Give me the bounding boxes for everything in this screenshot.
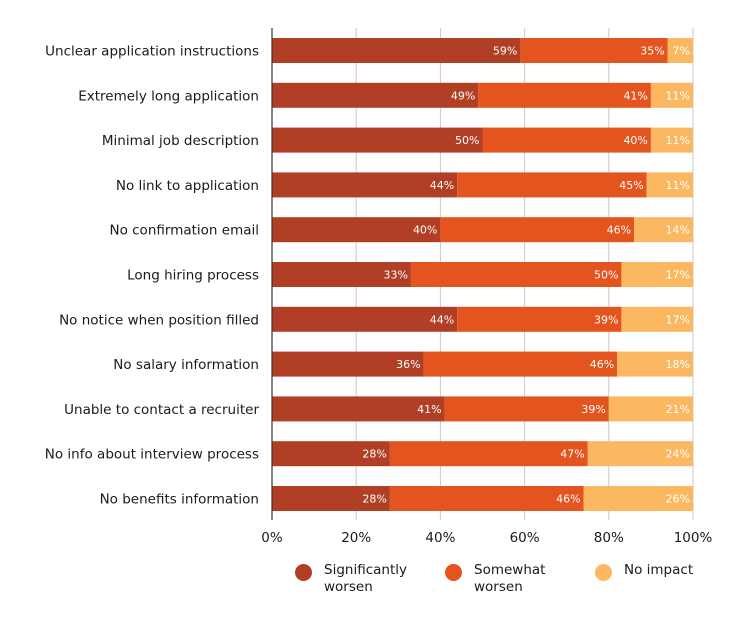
bar-segment <box>389 486 584 511</box>
category-label: Extremely long application <box>78 88 259 104</box>
bar-segment <box>272 262 411 287</box>
data-label: 50% <box>455 134 479 147</box>
data-label: 18% <box>666 358 690 371</box>
category-label: Unclear application instructions <box>45 44 259 60</box>
legend-item-no-impact: No impact <box>595 562 693 581</box>
x-tick-label: 20% <box>341 530 371 546</box>
data-label: 40% <box>623 134 647 147</box>
bar-segment <box>272 306 458 332</box>
bar-segment <box>587 441 693 467</box>
x-tick-label: 60% <box>510 530 540 546</box>
bar-segment <box>440 217 635 243</box>
bar-segment <box>634 217 693 243</box>
data-label: 35% <box>640 45 664 58</box>
data-label: 50% <box>594 269 618 282</box>
data-label: 46% <box>590 358 614 371</box>
legend-swatch-no-impact <box>595 564 612 581</box>
x-tick-label: 100% <box>674 530 713 546</box>
data-label: 44% <box>430 313 454 326</box>
stacked-bar-chart: 59% 35% 7% 49% 41% 11% 50% 40% 11% 44% 45% 11% 40% 46… <box>45 28 712 546</box>
data-label: 14% <box>666 224 690 237</box>
x-tick-label: 40% <box>425 530 455 546</box>
category-label: No info about interview process <box>45 447 259 463</box>
data-labels: 59% 35% 7% 49% 41% 11% 50% 40% 11% 44% 45% 11% 40% 46… <box>362 45 690 506</box>
bar-segment <box>650 82 693 108</box>
bar-segment <box>272 441 390 467</box>
bar-segment <box>272 172 458 198</box>
bar-segment <box>444 396 609 422</box>
data-label: 49% <box>451 89 475 102</box>
data-label: 26% <box>666 493 690 506</box>
data-label: 39% <box>581 403 605 416</box>
legend-item-somewhat-worsen: Somewhat worsen <box>445 562 545 596</box>
data-label: 17% <box>666 313 690 326</box>
category-label: No salary information <box>113 357 259 373</box>
legend-item-significantly-worsen: Significantly worsen <box>295 562 407 596</box>
bar-segment <box>482 127 651 153</box>
category-label: Minimal job description <box>102 133 259 149</box>
bar-segment <box>272 127 483 153</box>
data-label: 59% <box>493 45 517 58</box>
data-label: 24% <box>666 448 690 461</box>
legend-label: Somewhat worsen <box>474 562 546 595</box>
bar-segment <box>650 127 693 153</box>
bar-segment <box>272 217 441 243</box>
category-label: No benefits information <box>100 492 259 508</box>
data-label: 21% <box>666 403 690 416</box>
data-label: 39% <box>594 313 618 326</box>
data-label: 7% <box>673 45 690 58</box>
data-label: 11% <box>666 89 690 102</box>
bar-segment <box>389 441 588 467</box>
bar-segment <box>617 351 693 377</box>
category-label: Long hiring process <box>127 268 259 284</box>
bar-segment <box>583 486 693 511</box>
x-tick-label: 0% <box>261 530 283 546</box>
legend-label: No impact <box>624 562 694 578</box>
bars <box>272 38 693 511</box>
bar-segment <box>272 486 390 511</box>
data-label: 44% <box>430 179 454 192</box>
bar-segment <box>423 351 618 377</box>
legend-label: Significantly worsen <box>324 562 407 595</box>
data-label: 41% <box>417 403 441 416</box>
bar-segment <box>608 396 693 422</box>
bar-segment <box>520 38 668 63</box>
data-label: 45% <box>619 179 643 192</box>
bar-segment <box>272 396 445 422</box>
legend-swatch-significantly-worsen <box>295 564 312 581</box>
data-label: 46% <box>607 224 631 237</box>
data-label: 11% <box>666 134 690 147</box>
bar-segment <box>410 262 622 287</box>
category-label: No notice when position filled <box>59 312 259 328</box>
x-axis-ticks: 0% 20% 40% 60% 80% 100% <box>261 530 712 546</box>
bar-segment <box>457 306 622 332</box>
bar-segment <box>621 306 693 332</box>
category-label: No link to application <box>116 178 259 194</box>
data-label: 17% <box>666 269 690 282</box>
x-tick-label: 80% <box>594 530 624 546</box>
bar-segment <box>621 262 693 287</box>
data-label: 46% <box>556 493 580 506</box>
data-label: 28% <box>362 448 386 461</box>
bar-segment <box>272 351 424 377</box>
bar-segment <box>457 172 647 198</box>
bar-segment <box>646 172 693 198</box>
data-label: 36% <box>396 358 420 371</box>
legend-swatch-somewhat-worsen <box>445 564 462 581</box>
category-labels: Unclear application instructions Extremel… <box>45 44 260 508</box>
data-label: 28% <box>362 493 386 506</box>
bar-segment <box>478 82 651 108</box>
data-label: 41% <box>623 89 647 102</box>
bar-segment <box>272 82 479 108</box>
category-label: No confirmation email <box>109 223 259 239</box>
legend: Significantly worsen Somewhat worsen No … <box>0 562 738 612</box>
category-label: Unable to contact a recruiter <box>64 402 259 418</box>
bar-segment <box>272 38 521 63</box>
data-label: 11% <box>666 179 690 192</box>
bar-segment <box>667 38 693 63</box>
data-label: 33% <box>383 269 407 282</box>
data-label: 40% <box>413 224 437 237</box>
data-label: 47% <box>560 448 584 461</box>
